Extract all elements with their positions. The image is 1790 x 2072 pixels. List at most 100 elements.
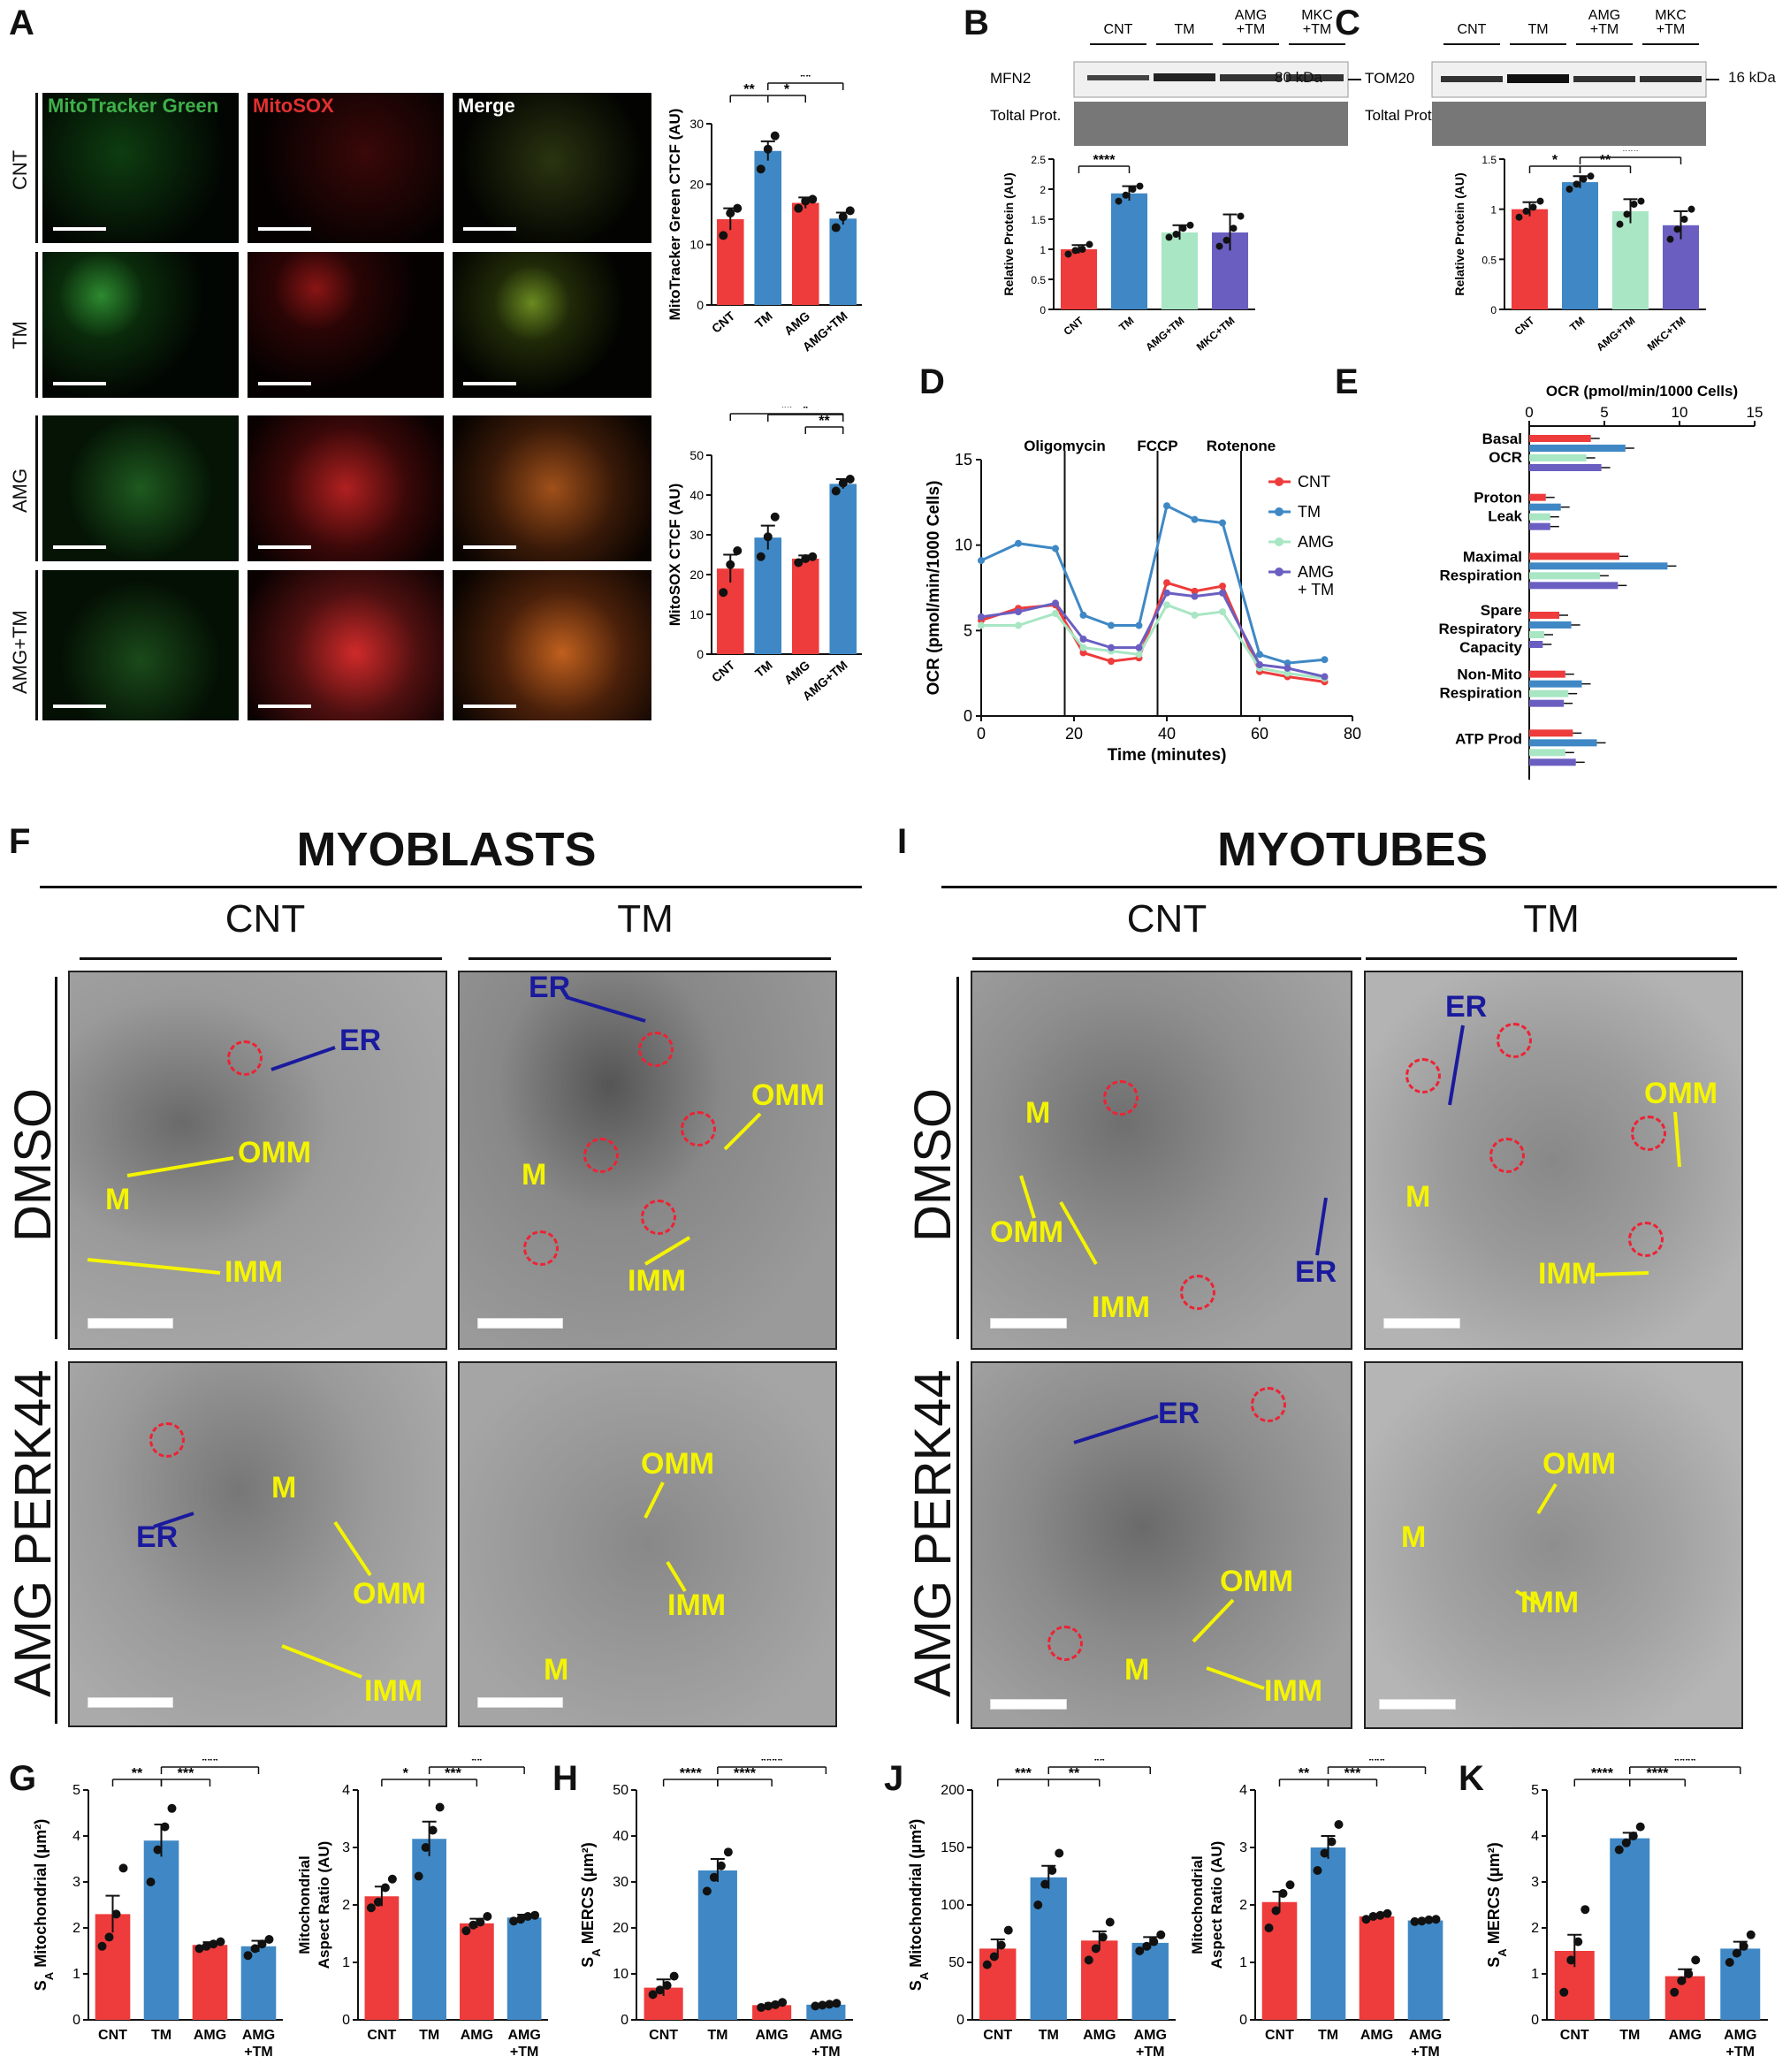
row-label-amg-perk44: AMG PERK44 <box>4 1369 62 1697</box>
bar <box>143 1840 179 2020</box>
bar <box>1529 552 1619 560</box>
data-point <box>1536 197 1544 205</box>
y-tick-label: 1.5 <box>1031 214 1046 226</box>
mercs-circle <box>1489 1138 1525 1173</box>
data-point <box>1033 1901 1043 1909</box>
data-point <box>1313 1866 1322 1875</box>
chart-b: 0 0.5 1 1.5 2 2.5 CNT TM AMG+TM MKC+TM **** Relativ… <box>1002 153 1255 354</box>
mercs-circle <box>583 1138 619 1173</box>
em-myotube-cnt-dmso: M OMM IMM ER <box>971 971 1352 1350</box>
data-point <box>264 1935 274 1944</box>
y-tick-label: 50 <box>948 1955 964 1970</box>
legend-label: AMG <box>1298 563 1334 581</box>
y-tick-label: 50 <box>689 448 704 462</box>
data-point <box>1581 1905 1590 1915</box>
y-axis-label: Mitochondrial <box>296 1855 313 1954</box>
x-tick-label: CNT <box>1512 314 1537 338</box>
y-tick-label: 1 <box>1490 204 1497 217</box>
data-point <box>468 1920 478 1930</box>
series-point <box>1219 589 1226 597</box>
label-m: M <box>544 1653 569 1687</box>
series-point <box>1108 621 1115 629</box>
data-point <box>1320 1848 1329 1858</box>
data-point <box>366 1903 376 1913</box>
blot-band <box>1220 74 1282 81</box>
row-divider <box>35 570 38 720</box>
data-point <box>194 1944 204 1954</box>
bar <box>1161 232 1199 309</box>
em-myoblast-tm-dmso: ER OMM M IMM <box>458 971 837 1350</box>
data-point <box>414 1871 423 1881</box>
scale-bar <box>53 227 106 231</box>
data-point <box>1223 236 1230 244</box>
series-point <box>1052 545 1059 552</box>
data-point <box>1098 1932 1108 1942</box>
data-point <box>1670 1987 1680 1997</box>
data-point <box>523 1912 533 1921</box>
bar <box>1511 209 1549 309</box>
x-tick-label: 0 <box>977 725 986 743</box>
legend-swatch <box>1275 477 1283 486</box>
sig-label: **** <box>1591 1766 1614 1781</box>
data-point <box>509 1916 519 1926</box>
y-tick-label: 30 <box>689 528 704 542</box>
series-point <box>978 621 985 629</box>
data-point <box>1587 172 1595 180</box>
row-rule <box>956 1361 959 1724</box>
x-tick-label: CNT <box>1062 314 1086 338</box>
x-tick-label: 15 <box>1747 404 1763 421</box>
blot-protein-label: MFN2 <box>990 70 1031 87</box>
y-tick-label: 20 <box>689 177 704 191</box>
y-tick-label: 4 <box>72 1829 80 1844</box>
x-tick-label: CNT <box>98 2028 127 2043</box>
data-point <box>1375 1910 1385 1920</box>
data-point <box>1237 212 1245 220</box>
data-point <box>1621 1838 1631 1847</box>
x-axis-label: Time (minutes) <box>1108 746 1227 765</box>
sig-label: * <box>1552 153 1558 168</box>
y-tick-label: 1 <box>72 1967 80 1982</box>
label-imm: IMM <box>1520 1586 1580 1619</box>
panel-letter-d: D <box>919 362 945 401</box>
blot-lane-label: CNT <box>1104 22 1133 37</box>
mercs-circle <box>638 1032 674 1067</box>
y-tick-label: 0 <box>1239 2013 1247 2028</box>
y-axis-label: Aspect Ratio (AU) <box>1208 1841 1225 1969</box>
data-point <box>1746 1930 1756 1939</box>
mercs-circle <box>1180 1275 1215 1310</box>
y-tick-label: 20 <box>689 568 704 582</box>
bar <box>1529 641 1543 648</box>
x-tick-label: 5 <box>1600 404 1608 421</box>
group-label: Leak <box>1488 508 1522 525</box>
x-tick-label: TM <box>707 2028 727 2043</box>
bar <box>1664 1976 1705 2020</box>
y-axis-label: Aspect Ratio (AU) <box>316 1841 332 1969</box>
data-point <box>387 1874 397 1884</box>
data-point <box>530 1910 540 1920</box>
data-point <box>1677 1976 1687 1985</box>
y-tick-label: 200 <box>941 1783 964 1798</box>
y-tick-label: 0 <box>697 298 704 312</box>
x-tick-label: AMG <box>461 2028 493 2043</box>
series-point <box>1079 611 1087 619</box>
blot-band <box>1573 76 1635 82</box>
series-line <box>981 603 1325 680</box>
sig-label: *** <box>445 1766 461 1781</box>
data-point <box>1732 1948 1741 1958</box>
scale-bar <box>1379 1699 1456 1710</box>
data-point <box>1142 1941 1152 1951</box>
bar <box>1131 1942 1169 2020</box>
y-tick-label: 2 <box>1531 1921 1539 1936</box>
row-label-dmso: DMSO <box>4 1088 62 1242</box>
col-title-cnt: CNT <box>225 897 306 941</box>
series-line <box>980 504 1325 665</box>
legend-swatch <box>1275 537 1283 546</box>
x-tick-label: AMG <box>781 309 812 338</box>
y-tick-label: 1 <box>342 1955 350 1970</box>
label-omm: OMM <box>353 1577 427 1611</box>
micrograph-cnt-green: MitoTracker Green <box>42 93 239 243</box>
data-point <box>1264 1923 1274 1932</box>
data-point <box>1628 1832 1638 1840</box>
mercs-circle <box>1628 1222 1664 1257</box>
